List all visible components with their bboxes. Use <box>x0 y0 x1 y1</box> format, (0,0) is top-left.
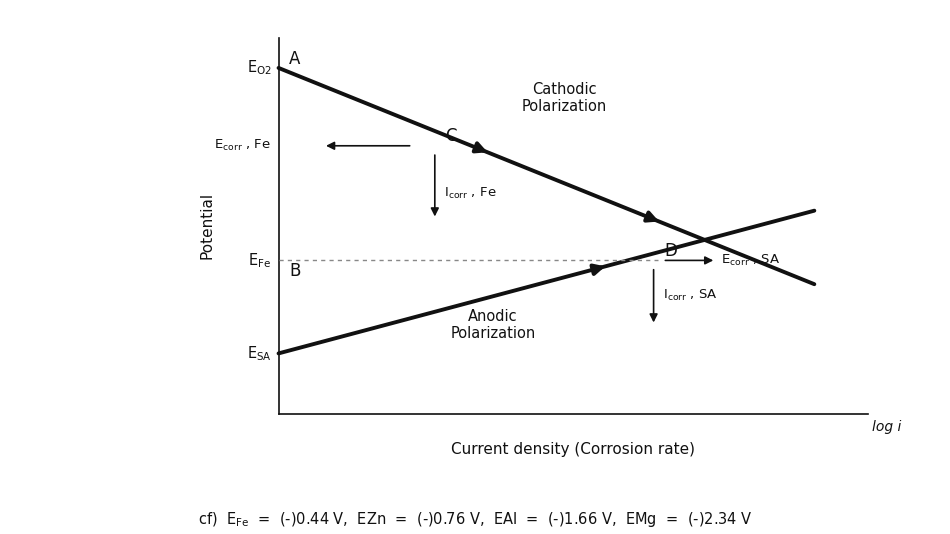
Text: Anodic
Polarization: Anodic Polarization <box>450 309 536 341</box>
Text: cf)  $\mathregular{E_{Fe}}$  =  (-)0.44 V,  EZn  =  (-)0.76 V,  EAl  =  (-)1.66 : cf) $\mathregular{E_{Fe}}$ = (-)0.44 V, … <box>198 509 752 529</box>
Text: C: C <box>446 128 457 145</box>
Text: $\mathregular{E_{O2}}$: $\mathregular{E_{O2}}$ <box>247 59 272 77</box>
Text: log i: log i <box>872 420 902 435</box>
Text: $\mathregular{I_{corr}}$ , Fe: $\mathregular{I_{corr}}$ , Fe <box>444 186 496 201</box>
Text: $\mathregular{E_{Fe}}$: $\mathregular{E_{Fe}}$ <box>248 251 272 270</box>
Text: $\mathregular{E_{corr}}$ , SA: $\mathregular{E_{corr}}$ , SA <box>721 253 780 268</box>
Text: Current density (Corrosion rate): Current density (Corrosion rate) <box>451 442 695 457</box>
Text: B: B <box>289 262 300 279</box>
Text: $\mathregular{I_{corr}}$ , SA: $\mathregular{I_{corr}}$ , SA <box>662 287 717 303</box>
Text: $\mathregular{E_{SA}}$: $\mathregular{E_{SA}}$ <box>247 344 272 363</box>
Text: D: D <box>664 242 677 260</box>
Text: A: A <box>289 50 300 68</box>
Text: $\mathregular{E_{corr}}$ , Fe: $\mathregular{E_{corr}}$ , Fe <box>215 138 272 153</box>
Text: Cathodic
Polarization: Cathodic Polarization <box>522 82 607 114</box>
Text: Potential: Potential <box>200 192 215 260</box>
